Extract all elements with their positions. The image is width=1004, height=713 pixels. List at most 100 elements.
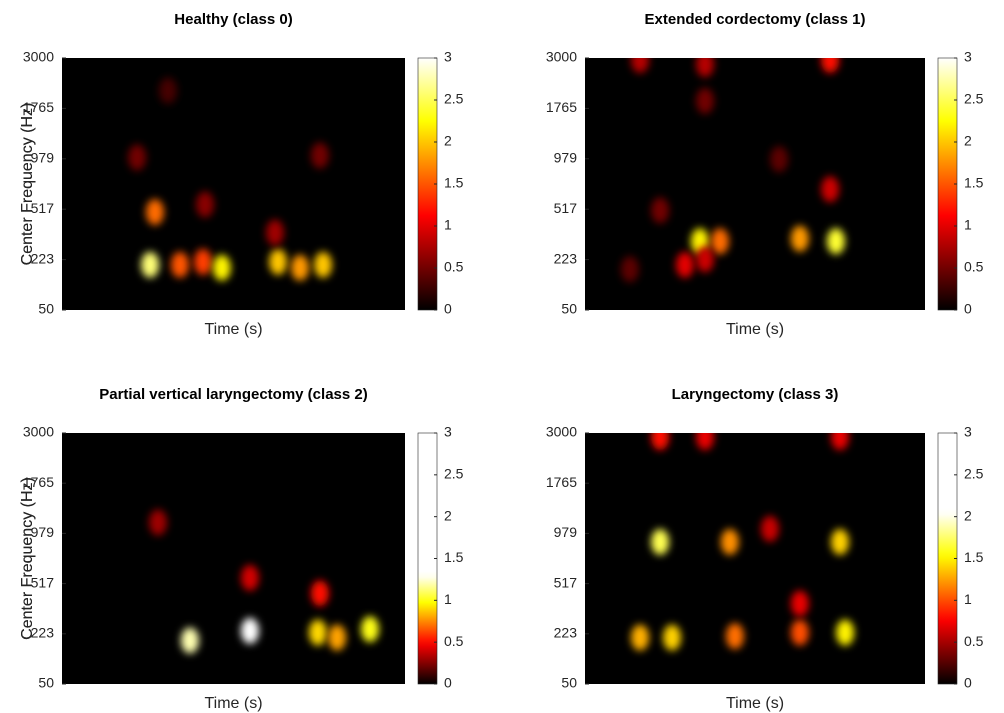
x-axis-label: Time (s) [204,321,262,338]
hotspot [328,624,347,651]
colorbar-tick-label: 2.5 [964,91,984,107]
hotspot [663,624,682,651]
y-tick-label: 50 [561,675,577,691]
hotspot [149,509,168,536]
hotspot [291,254,310,281]
y-tick-label: 517 [554,574,578,590]
colorbar-tick-label: 3 [444,424,452,440]
hotspot [308,619,327,646]
plot-area [62,433,405,684]
hotspot [196,191,215,218]
colorbar-tick-label: 1.5 [964,549,984,565]
panel: Extended cordectomy (class 1)50223517979… [19,11,983,338]
hotspot [651,197,670,224]
y-tick-label: 223 [554,625,578,641]
plot-area [585,58,925,310]
colorbar-tick-label: 0.5 [444,633,464,649]
hotspot [790,225,809,252]
hotspot [720,528,739,555]
hotspot [651,433,670,451]
y-tick-label: 223 [31,250,55,266]
colorbar-tick-label: 2 [444,507,452,523]
hotspot [128,144,147,171]
colorbar-tick-label: 1 [444,591,452,607]
colorbar-tick-label: 1.5 [444,549,464,565]
colorbar-tick-label: 0 [964,301,972,317]
colorbar-tick-label: 3 [964,49,972,65]
panel: Healthy (class 0) 50 223 517 979 1765 3000 Cent… [19,11,463,338]
colorbar-tick-label: 1 [444,217,452,233]
y-tick-label: 3000 [546,424,577,440]
colorbar-tick-label: 1 [964,217,972,233]
colorbar-tick-label: 0.5 [964,259,984,275]
hotspot [696,246,715,273]
hotspot [212,254,231,281]
hotspot [725,623,744,650]
hotspot [145,199,164,226]
heatmap [149,509,380,654]
y-tick-label: 1765 [23,99,54,115]
hotspot [240,617,259,644]
panel: Partial vertical laryngectomy (class 2) 5… [19,386,463,712]
hotspot [696,433,715,451]
hotspot [826,228,845,255]
y-tick-label: 1765 [23,474,54,490]
hotspot [620,256,639,283]
hotspot [141,251,160,278]
hotspot [770,146,789,173]
y-tick-label: 3000 [23,49,54,65]
y-tick-label: 3000 [546,49,577,65]
hotspot [170,251,189,278]
heatmap [631,433,855,651]
hotspot [821,176,840,203]
y-tick-label: 50 [38,301,54,317]
colorbar-tick-label: 0 [444,301,452,317]
hotspot [310,580,329,607]
panel-title: Partial vertical laryngectomy (class 2) [99,386,367,403]
heatmap [128,77,333,281]
y-tick-label: 50 [561,301,577,317]
y-tick-label: 1765 [546,99,577,115]
plot-area [62,58,405,310]
y-axis-label: Center Frequency (Hz) [19,477,36,640]
panel-title: Healthy (class 0) [174,11,292,28]
hotspot [790,590,809,617]
hotspot [831,528,849,555]
colorbar-tick-label: 2 [444,133,452,149]
panel: Laryngectomy (class 3)502235179791765300… [19,386,983,712]
hotspot [269,248,288,275]
hotspot [760,515,779,542]
hotspot [631,624,650,651]
hotspot [836,619,855,646]
panel-title: Laryngectomy (class 3) [672,386,839,403]
hotspot [696,58,715,78]
y-tick-label: 50 [38,675,54,691]
x-axis-label: Time (s) [204,695,262,712]
y-tick-label: 979 [31,150,55,166]
y-tick-label: 979 [31,524,55,540]
hotspot [310,142,329,169]
y-tick-label: 223 [554,250,578,266]
hotspot [831,433,849,451]
y-tick-label: 979 [554,150,578,166]
colorbar-tick-label: 0.5 [964,633,984,649]
colorbar-tick-label: 2.5 [444,466,464,482]
y-tick-label: 3000 [23,424,54,440]
colorbar-tick-label: 2 [964,133,972,149]
hotspot [266,219,285,246]
hotspot [710,228,729,255]
y-tick-label: 517 [554,200,578,216]
colorbar-tick-label: 1.5 [964,175,984,191]
y-tick-label: 517 [31,200,55,216]
colorbar-tick-label: 0 [964,675,972,691]
hotspot [696,87,715,114]
hotspot [790,619,809,646]
colorbar-tick-label: 2.5 [964,466,984,482]
y-axis-label: Center Frequency (Hz) [19,103,36,266]
x-axis-label: Time (s) [726,321,784,338]
colorbar-tick-label: 2.5 [444,91,464,107]
y-tick-label: 223 [31,625,55,641]
hotspot [158,77,177,104]
colorbar-tick-label: 0.5 [444,259,464,275]
